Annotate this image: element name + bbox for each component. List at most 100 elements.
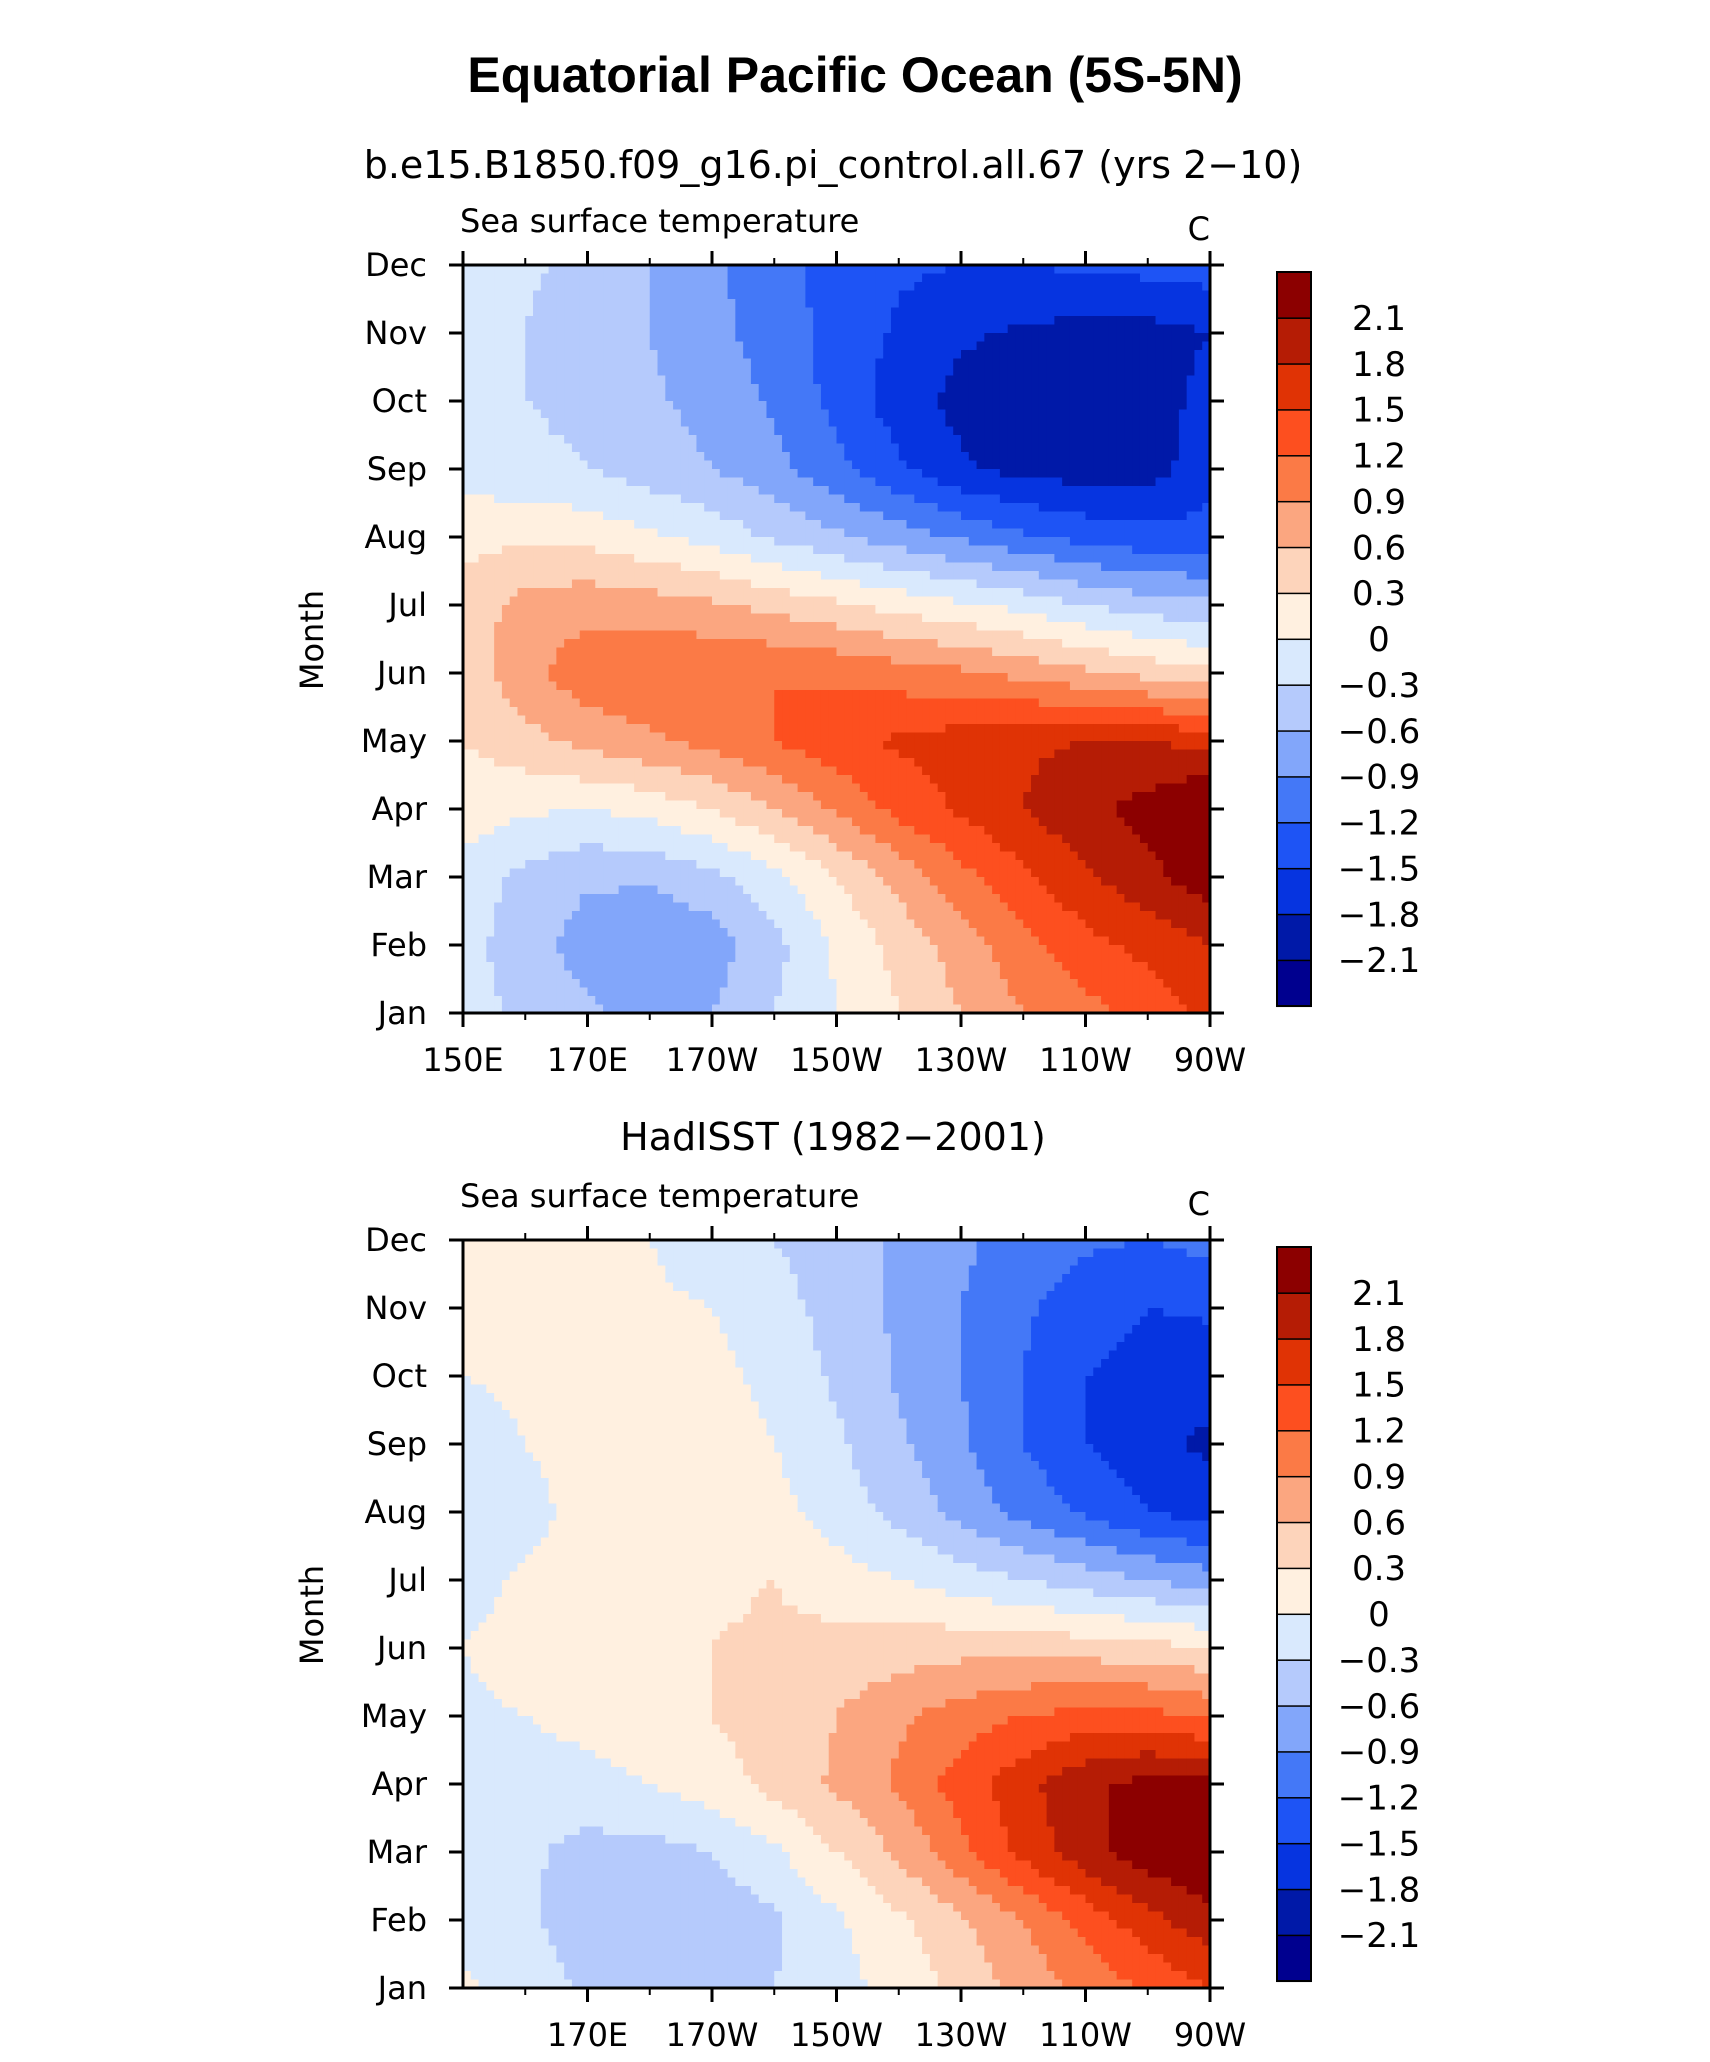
heatmap-cell <box>634 274 642 283</box>
heatmap-cell <box>1179 699 1187 708</box>
heatmap-cell <box>611 580 619 589</box>
heatmap-cell <box>977 648 985 657</box>
heatmap-cell <box>1117 571 1125 580</box>
heatmap-cell <box>907 537 915 546</box>
heatmap-cell <box>658 512 666 521</box>
heatmap-cell <box>922 452 930 461</box>
heatmap-cell <box>486 546 494 555</box>
heatmap-cell <box>1054 699 1062 708</box>
heatmap-cell <box>1156 690 1164 699</box>
heatmap-cell <box>782 665 790 674</box>
heatmap-cell <box>735 469 743 478</box>
heatmap-cell <box>868 648 876 657</box>
heatmap-cell <box>1140 605 1148 614</box>
heatmap-cell <box>556 648 564 657</box>
heatmap-cell <box>1194 673 1202 682</box>
heatmap-cell <box>533 410 541 419</box>
heatmap-cell <box>837 571 845 580</box>
heatmap-cell <box>1140 699 1148 708</box>
heatmap-cell <box>510 342 518 351</box>
heatmap-cell <box>510 444 518 453</box>
heatmap-cell <box>696 622 704 631</box>
heatmap-cell <box>766 529 774 538</box>
heatmap-cell <box>961 367 969 376</box>
heatmap-cell <box>1156 316 1164 325</box>
heatmap-cell <box>525 699 533 708</box>
heatmap-cell <box>798 333 806 342</box>
heatmap-cell <box>875 614 883 623</box>
heatmap-cell <box>766 282 774 291</box>
heatmap-cell <box>844 461 852 470</box>
heatmap-cell <box>1148 350 1156 359</box>
heatmap-cell <box>549 393 557 402</box>
heatmap-cell <box>860 520 868 529</box>
heatmap-cell <box>961 316 969 325</box>
heatmap-cell <box>852 690 860 699</box>
heatmap-cell <box>945 571 953 580</box>
heatmap-cell <box>611 554 619 563</box>
heatmap-cell <box>860 418 868 427</box>
heatmap-cell <box>471 699 479 708</box>
heatmap-cell <box>790 656 798 665</box>
heatmap-cell <box>813 350 821 359</box>
heatmap-cell <box>634 622 642 631</box>
heatmap-cell <box>1008 690 1016 699</box>
heatmap-cell <box>1093 529 1101 538</box>
heatmap-cell <box>829 435 837 444</box>
heatmap-cell <box>1171 520 1179 529</box>
heatmap-cell <box>891 308 899 317</box>
heatmap-cell <box>1156 478 1164 487</box>
heatmap-cell <box>1015 588 1023 597</box>
heatmap-cell <box>1023 546 1031 555</box>
heatmap-cell <box>1187 367 1195 376</box>
heatmap-cell <box>580 469 588 478</box>
heatmap-cell <box>665 554 673 563</box>
heatmap-cell <box>1187 580 1195 589</box>
heatmap-cell <box>595 435 603 444</box>
heatmap-cell <box>650 529 658 538</box>
heatmap-cell <box>1101 435 1109 444</box>
heatmap-cell <box>634 580 642 589</box>
heatmap-cell <box>907 495 915 504</box>
heatmap-cell <box>533 588 541 597</box>
heatmap-cell <box>549 316 557 325</box>
heatmap-cell <box>580 452 588 461</box>
heatmap-cell <box>766 376 774 385</box>
heatmap-cell <box>564 316 572 325</box>
heatmap-cell <box>611 520 619 529</box>
heatmap-cell <box>471 333 479 342</box>
heatmap-cell <box>728 580 736 589</box>
heatmap-cell <box>837 376 845 385</box>
heatmap-cell <box>992 554 1000 563</box>
heatmap-cell <box>790 486 798 495</box>
heatmap-cell <box>728 631 736 640</box>
heatmap-cell <box>1179 631 1187 640</box>
heatmap-cell <box>930 435 938 444</box>
heatmap-cell <box>805 580 813 589</box>
heatmap-cell <box>1156 529 1164 538</box>
heatmap-cell <box>502 605 510 614</box>
heatmap-cell <box>1062 291 1070 300</box>
heatmap-cell <box>743 563 751 572</box>
heatmap-cell <box>1194 571 1202 580</box>
heatmap-cell <box>580 478 588 487</box>
heatmap-cell <box>735 495 743 504</box>
heatmap-cell <box>782 656 790 665</box>
heatmap-cell <box>953 444 961 453</box>
heatmap-cell <box>805 316 813 325</box>
heatmap-cell <box>564 597 572 606</box>
heatmap-cell <box>650 367 658 376</box>
heatmap-cell <box>580 614 588 623</box>
heatmap-cell <box>1047 359 1055 368</box>
heatmap-cell <box>619 325 627 334</box>
heatmap-cell <box>875 529 883 538</box>
heatmap-cell <box>992 444 1000 453</box>
heatmap-cell <box>502 520 510 529</box>
heatmap-cell <box>938 444 946 453</box>
heatmap-cell <box>1062 333 1070 342</box>
heatmap-cell <box>595 699 603 708</box>
heatmap-cell <box>556 478 564 487</box>
heatmap-cell <box>844 656 852 665</box>
heatmap-cell <box>1163 648 1171 657</box>
heatmap-cell <box>821 699 829 708</box>
